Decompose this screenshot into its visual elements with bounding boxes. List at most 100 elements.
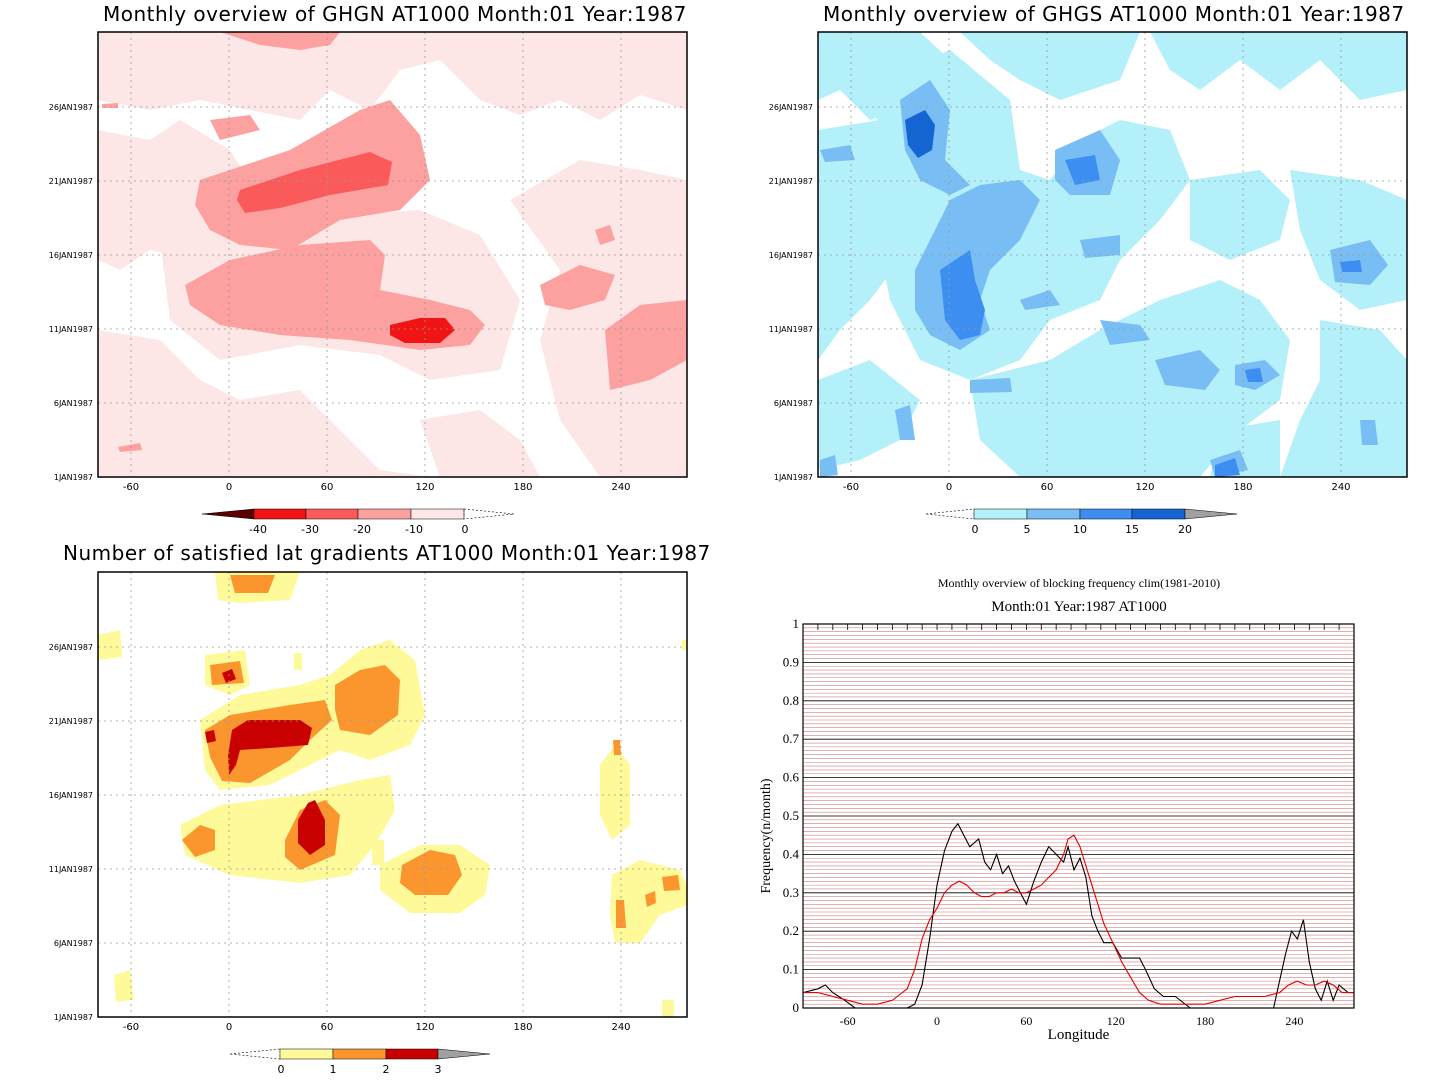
svg-text:-30: -30: [301, 523, 319, 536]
svg-text:-60: -60: [843, 482, 859, 493]
ghgs-map: -60 0 60 120 180 240 1JAN1987 6JAN1987 1…: [769, 31, 1408, 536]
svg-text:11JAN1987: 11JAN1987: [49, 865, 93, 874]
lat-colorbar: 0 1 2 3: [229, 1048, 491, 1076]
svg-text:3: 3: [435, 1063, 442, 1076]
blocking-frequency-chart: Monthly overview of blocking frequency c…: [759, 576, 1355, 1043]
ghgs-grid: [818, 32, 1407, 477]
ghgs-title: Monthly overview of GHGS AT1000 Month:01…: [823, 2, 1405, 26]
y-tick-label: 0.5: [783, 808, 799, 823]
svg-text:240: 240: [1331, 482, 1350, 493]
ghgs-x-ticks: -60 0 60 120 180 240: [843, 482, 1351, 493]
svg-text:120: 120: [415, 482, 434, 493]
svg-text:0: 0: [972, 523, 979, 536]
svg-text:26JAN1987: 26JAN1987: [49, 643, 93, 652]
y-tick-label: 0.6: [783, 770, 800, 785]
svg-text:10: 10: [1073, 523, 1087, 536]
ghgn-frame: [97, 31, 688, 478]
svg-text:-10: -10: [405, 523, 423, 536]
svg-text:0: 0: [462, 523, 469, 536]
lat-y-ticks: 1JAN1987 6JAN1987 11JAN1987 16JAN1987 21…: [49, 643, 93, 1022]
ghgn-contours: [98, 32, 687, 477]
svg-text:-40: -40: [249, 523, 267, 536]
x-tick-label: -60: [840, 1014, 856, 1028]
ghgs-colorbar: 0 5 10 15 20: [925, 508, 1238, 536]
svg-text:120: 120: [415, 1022, 434, 1033]
y-tick-label: 1: [793, 616, 800, 631]
svg-text:1JAN1987: 1JAN1987: [774, 473, 813, 482]
svg-text:1JAN1987: 1JAN1987: [54, 1013, 93, 1022]
svg-text:-60: -60: [123, 1022, 139, 1033]
svg-text:20: 20: [1178, 523, 1192, 536]
lat-frame: [97, 571, 688, 1018]
chart-subtitle: Month:01 Year:1987 AT1000: [991, 599, 1166, 615]
ghgn-map: -60 0 60 120 180 240 1JAN1987 6JAN1987 1…: [49, 31, 688, 536]
svg-text:15: 15: [1125, 523, 1139, 536]
y-tick-label: 0.1: [783, 962, 799, 977]
svg-text:6JAN1987: 6JAN1987: [774, 399, 813, 408]
svg-text:0: 0: [226, 1022, 232, 1033]
y-tick-label: 0.3: [783, 885, 799, 900]
minor-gridlines: [803, 627, 1354, 1005]
svg-text:21JAN1987: 21JAN1987: [49, 177, 93, 186]
svg-text:240: 240: [611, 1022, 630, 1033]
x-tick-label: 240: [1285, 1014, 1303, 1028]
svg-text:1: 1: [330, 1063, 337, 1076]
x-tick-labels: -60 0 60 120 180 240: [840, 1014, 1304, 1028]
svg-text:11JAN1987: 11JAN1987: [49, 325, 93, 334]
x-tick-label: 60: [1020, 1014, 1032, 1028]
svg-text:180: 180: [513, 482, 532, 493]
lat-map: -60 0 60 120 180 240 1JAN1987 6JAN1987 1…: [49, 571, 688, 1076]
svg-text:60: 60: [1041, 482, 1054, 493]
series-line-0: [802, 822, 1354, 1009]
chart-title: Monthly overview of blocking frequency c…: [938, 576, 1220, 590]
y-tick-label: 0.4: [783, 846, 800, 861]
ghgs-frame: [817, 31, 1408, 478]
y-tick-label: 0.9: [783, 654, 799, 669]
svg-text:16JAN1987: 16JAN1987: [49, 251, 93, 260]
top-ticks: [802, 624, 1355, 630]
y-tick-labels: 0 0.1 0.2 0.3 0.4 0.5 0.6 0.7 0.8 0.9 1: [783, 616, 800, 1015]
ghgs-y-ticks: 1JAN1987 6JAN1987 11JAN1987 16JAN1987 21…: [769, 103, 813, 482]
svg-text:0: 0: [946, 482, 952, 493]
svg-text:180: 180: [513, 1022, 532, 1033]
svg-text:0: 0: [278, 1063, 285, 1076]
svg-text:21JAN1987: 21JAN1987: [769, 177, 813, 186]
svg-text:0: 0: [226, 482, 232, 493]
svg-text:240: 240: [611, 482, 630, 493]
ghgn-colorbar: -40 -30 -20 -10 0: [201, 508, 515, 536]
svg-text:16JAN1987: 16JAN1987: [769, 251, 813, 260]
x-axis-label: Longitude: [1048, 1027, 1110, 1043]
svg-text:21JAN1987: 21JAN1987: [49, 717, 93, 726]
svg-text:2: 2: [383, 1063, 390, 1076]
chart-frame: [802, 623, 1355, 1009]
ghgn-x-ticks: -60 0 60 120 180 240: [123, 482, 631, 493]
svg-text:6JAN1987: 6JAN1987: [54, 939, 93, 948]
y-tick-label: 0.2: [783, 923, 799, 938]
svg-text:60: 60: [321, 1022, 334, 1033]
svg-text:60: 60: [321, 482, 334, 493]
y-tick-label: 0.7: [783, 731, 800, 746]
lat-contours: [98, 572, 687, 1017]
svg-text:-20: -20: [353, 523, 371, 536]
lat-title: Number of satisfied lat gradients AT1000…: [63, 541, 711, 565]
svg-text:6JAN1987: 6JAN1987: [54, 399, 93, 408]
y-tick-label: 0.8: [783, 693, 799, 708]
series-lines: [802, 822, 1354, 1009]
ghgn-grid: [98, 32, 687, 477]
svg-text:5: 5: [1024, 523, 1031, 536]
svg-text:1JAN1987: 1JAN1987: [54, 473, 93, 482]
y-tick-label: 0: [793, 1000, 800, 1015]
svg-text:120: 120: [1135, 482, 1154, 493]
svg-text:26JAN1987: 26JAN1987: [769, 103, 813, 112]
ghgn-y-ticks: 1JAN1987 6JAN1987 11JAN1987 16JAN1987 21…: [49, 103, 93, 482]
lat-x-ticks: -60 0 60 120 180 240: [123, 1022, 631, 1033]
x-tick-label: 180: [1196, 1014, 1214, 1028]
lat-grid: [98, 572, 687, 1017]
svg-text:180: 180: [1233, 482, 1252, 493]
svg-text:11JAN1987: 11JAN1987: [769, 325, 813, 334]
ghgn-title: Monthly overview of GHGN AT1000 Month:01…: [103, 2, 687, 26]
y-axis-label: Frequency(n/month): [759, 778, 774, 893]
series-line-1: [803, 834, 1354, 1005]
svg-text:26JAN1987: 26JAN1987: [49, 103, 93, 112]
x-tick-label: 0: [934, 1014, 940, 1028]
